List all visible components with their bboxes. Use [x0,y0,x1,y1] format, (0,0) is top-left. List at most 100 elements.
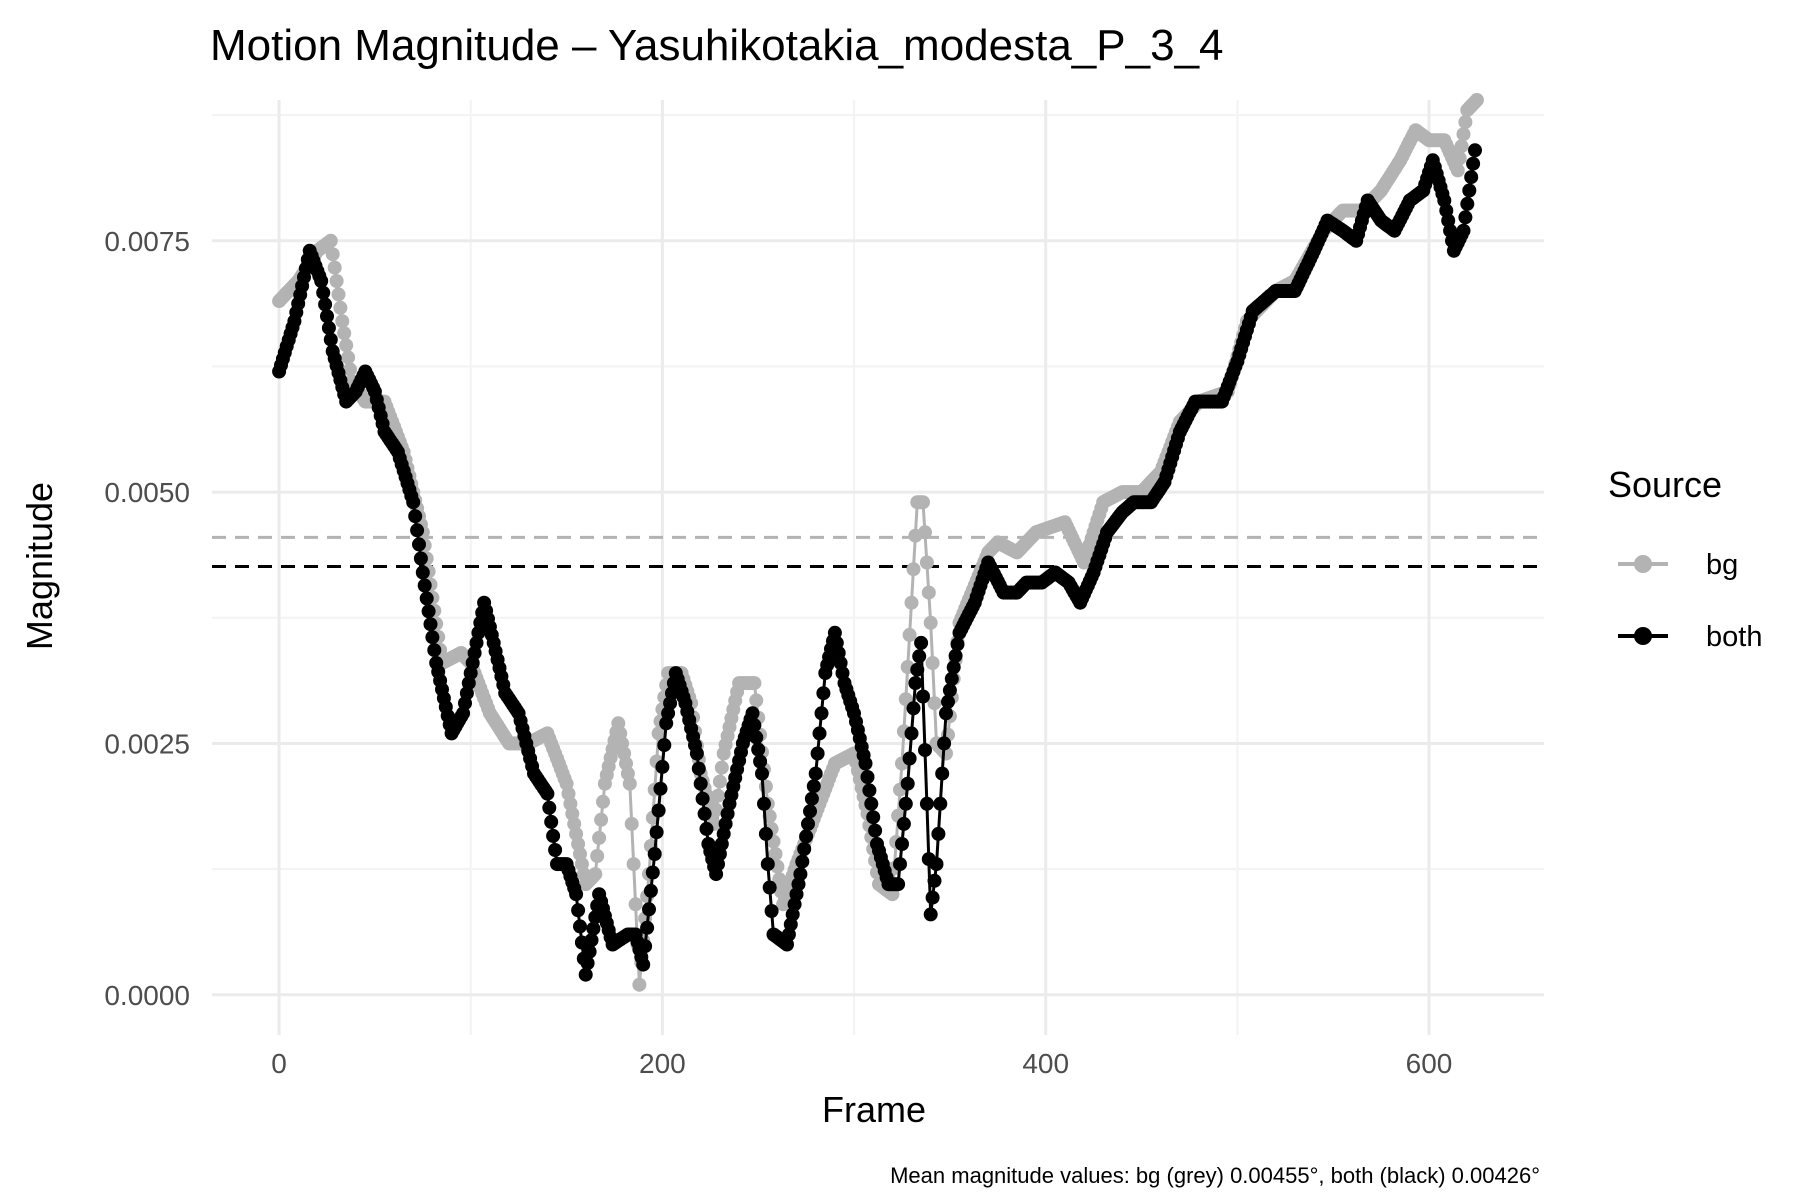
data-point-both [942,683,957,698]
data-point-both [902,751,917,766]
data-point-bg [1450,163,1465,178]
data-point-both [900,776,915,791]
data-point-both [647,847,662,861]
data-point-bg [335,314,350,329]
data-point-both [939,706,953,721]
data-point-both [893,857,907,872]
data-point-both [755,766,769,781]
x-axis-ticks: 0 200 400 600 [271,1048,1452,1079]
data-point-both [912,649,927,664]
data-point-bg [768,847,783,861]
data-point-bg [329,274,344,288]
data-point-both [314,274,329,288]
data-point-both [425,630,440,645]
data-point-both [695,791,710,806]
legend-key-bg-point [1634,555,1652,573]
data-point-both [1464,170,1479,185]
x-tick-label: 0 [271,1048,287,1079]
data-point-both [747,718,762,733]
data-point-both [866,810,881,825]
data-point-both [691,761,706,776]
data-point-both [427,643,442,658]
data-point-bg [902,627,917,642]
data-point-both [904,726,919,741]
chart-caption: Mean magnitude values: bg (grey) 0.00455… [890,1163,1540,1188]
data-point-bg [594,812,609,827]
data-point-both [816,686,831,701]
data-point-both [689,746,704,761]
legend-title: Source [1608,464,1722,505]
data-point-both [1460,196,1475,211]
y-axis-title: Magnitude [19,482,60,650]
data-point-both [946,660,961,675]
data-point-both [1456,223,1471,238]
data-point-bg [331,287,346,302]
data-point-bg [596,794,610,809]
data-point-both [931,826,946,841]
x-tick-label: 200 [639,1048,686,1079]
data-point-bg [925,656,940,670]
data-point-both [804,791,819,806]
data-point-both [908,676,923,691]
data-point-bg [904,595,919,610]
data-point-both [935,766,950,781]
data-point-bg [327,260,342,275]
data-point-both [413,551,428,566]
data-point-both [799,829,814,844]
data-point-both [923,907,938,922]
data-point-bg [711,788,725,803]
data-point-bg [758,779,773,794]
data-point-both [655,759,670,774]
data-point-both [417,578,432,593]
data-point-both [321,320,336,335]
x-axis-title: Frame [822,1089,926,1130]
data-point-both [762,880,777,895]
data-point-both [640,920,655,935]
data-point-both [933,796,948,811]
data-point-bg [339,338,354,353]
data-point-both [320,309,334,324]
data-point-both [573,919,587,934]
data-point-both [1468,143,1482,158]
data-point-bg [1458,115,1473,130]
data-point-both [941,694,955,709]
data-point-both [925,890,940,905]
data-point-both [569,887,584,902]
data-point-both [757,796,771,811]
data-point-bg [1456,127,1471,142]
data-point-both [950,637,965,652]
data-point-bg [651,726,666,741]
x-tick-label: 400 [1022,1048,1069,1079]
data-point-bg [747,676,762,691]
series-both [272,143,1482,982]
data-point-both [580,956,595,971]
legend-label-both: both [1706,621,1762,653]
data-point-both [318,297,333,312]
data-point-both [860,770,875,784]
data-point-bg [918,525,932,540]
data-point-bg [1452,151,1467,166]
data-point-both [316,285,331,300]
data-point-bg [323,233,338,248]
data-point-both [896,816,911,831]
data-point-both [914,635,929,650]
data-point-bg [624,816,639,831]
data-point-both [643,883,658,898]
grid [212,100,1544,1035]
data-point-bg [921,585,936,600]
data-point-bg [749,693,764,708]
data-point-both [415,565,430,580]
data-point-both [412,537,426,552]
data-point-both [753,754,768,769]
data-point-both [406,495,421,510]
legend: Source bg both [1608,464,1762,653]
y-tick-label: 0.0000 [104,980,190,1011]
data-point-both [929,857,944,872]
data-point-bg [337,326,352,341]
data-point-bg [592,830,607,845]
data-point-both [745,706,760,721]
data-point-both [578,967,593,982]
data-point-both [423,617,438,632]
data-point-bg [772,872,787,887]
data-point-both [812,726,827,741]
